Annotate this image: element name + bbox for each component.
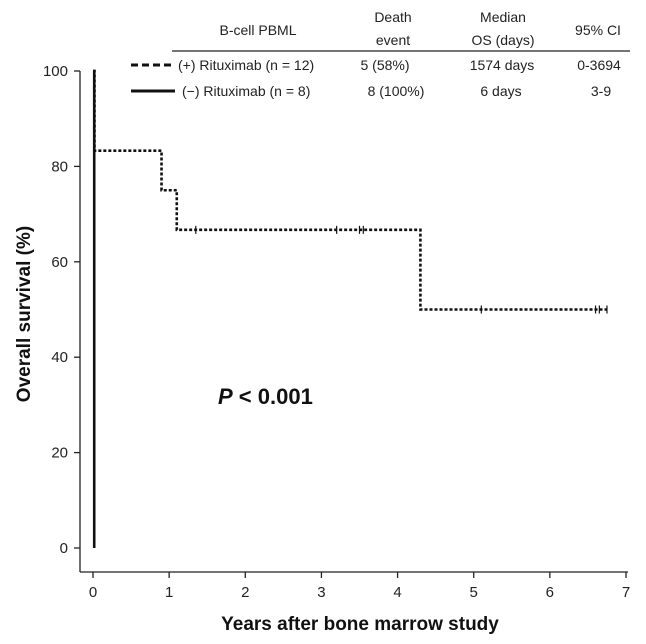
legend-row-positive-ci: 0-3694 bbox=[577, 57, 621, 73]
legend-row-positive-median: 1574 days bbox=[470, 57, 535, 73]
legend-row-negative-ci: 3-9 bbox=[591, 83, 611, 99]
x-tick-label: 3 bbox=[317, 584, 325, 601]
legend-row-negative-label: (−) Rituximab (n = 8) bbox=[182, 83, 310, 99]
y-tick-label: 40 bbox=[51, 349, 68, 366]
x-tick-label: 7 bbox=[622, 584, 630, 601]
legend-header-median-line2: OS (days) bbox=[471, 32, 534, 48]
x-tick-label: 4 bbox=[393, 584, 401, 601]
survival-curve-rituximab-negative bbox=[92, 69, 96, 548]
legend-header-death-line2: event bbox=[376, 32, 410, 48]
x-tick-label: 2 bbox=[241, 584, 249, 601]
y-axis-title: Overall survival (%) bbox=[14, 226, 35, 402]
survival-curve-rituximab-positive bbox=[93, 69, 607, 311]
legend-row-positive-deaths: 5 (58%) bbox=[360, 57, 409, 73]
p-value-symbol: P bbox=[218, 384, 233, 409]
x-tick-label: 5 bbox=[470, 584, 478, 601]
y-axis-ticks: 0 20 40 60 80 100 bbox=[43, 63, 80, 557]
x-axis-title: Years after bone marrow study bbox=[221, 614, 499, 635]
x-tick-label: 1 bbox=[165, 584, 173, 601]
legend-header-ci: 95% CI bbox=[575, 22, 621, 38]
legend-row-positive-label: (+) Rituximab (n = 12) bbox=[178, 57, 314, 73]
x-tick-label: 6 bbox=[546, 584, 554, 601]
x-tick-label: 0 bbox=[89, 584, 97, 601]
y-tick-label: 80 bbox=[51, 158, 68, 175]
legend-header-median-line1: Median bbox=[480, 9, 526, 25]
y-tick-label: 20 bbox=[51, 445, 68, 462]
survival-curves bbox=[92, 69, 608, 548]
y-tick-label: 100 bbox=[43, 63, 68, 80]
y-tick-label: 60 bbox=[51, 254, 68, 271]
p-value-annotation: P < 0.001 bbox=[218, 384, 313, 409]
legend-row-negative-median: 6 days bbox=[480, 83, 521, 99]
y-tick-label: 0 bbox=[60, 540, 68, 557]
legend-row-negative-deaths: 8 (100%) bbox=[368, 83, 425, 99]
legend-header-death-line1: Death bbox=[374, 9, 411, 25]
x-axis-ticks: 0 1 2 3 4 5 6 7 bbox=[89, 572, 630, 601]
legend-table: B-cell PBML Death event Median OS (days)… bbox=[131, 9, 630, 99]
p-value-text: < 0.001 bbox=[233, 384, 313, 409]
legend-header-group: B-cell PBML bbox=[219, 22, 296, 38]
